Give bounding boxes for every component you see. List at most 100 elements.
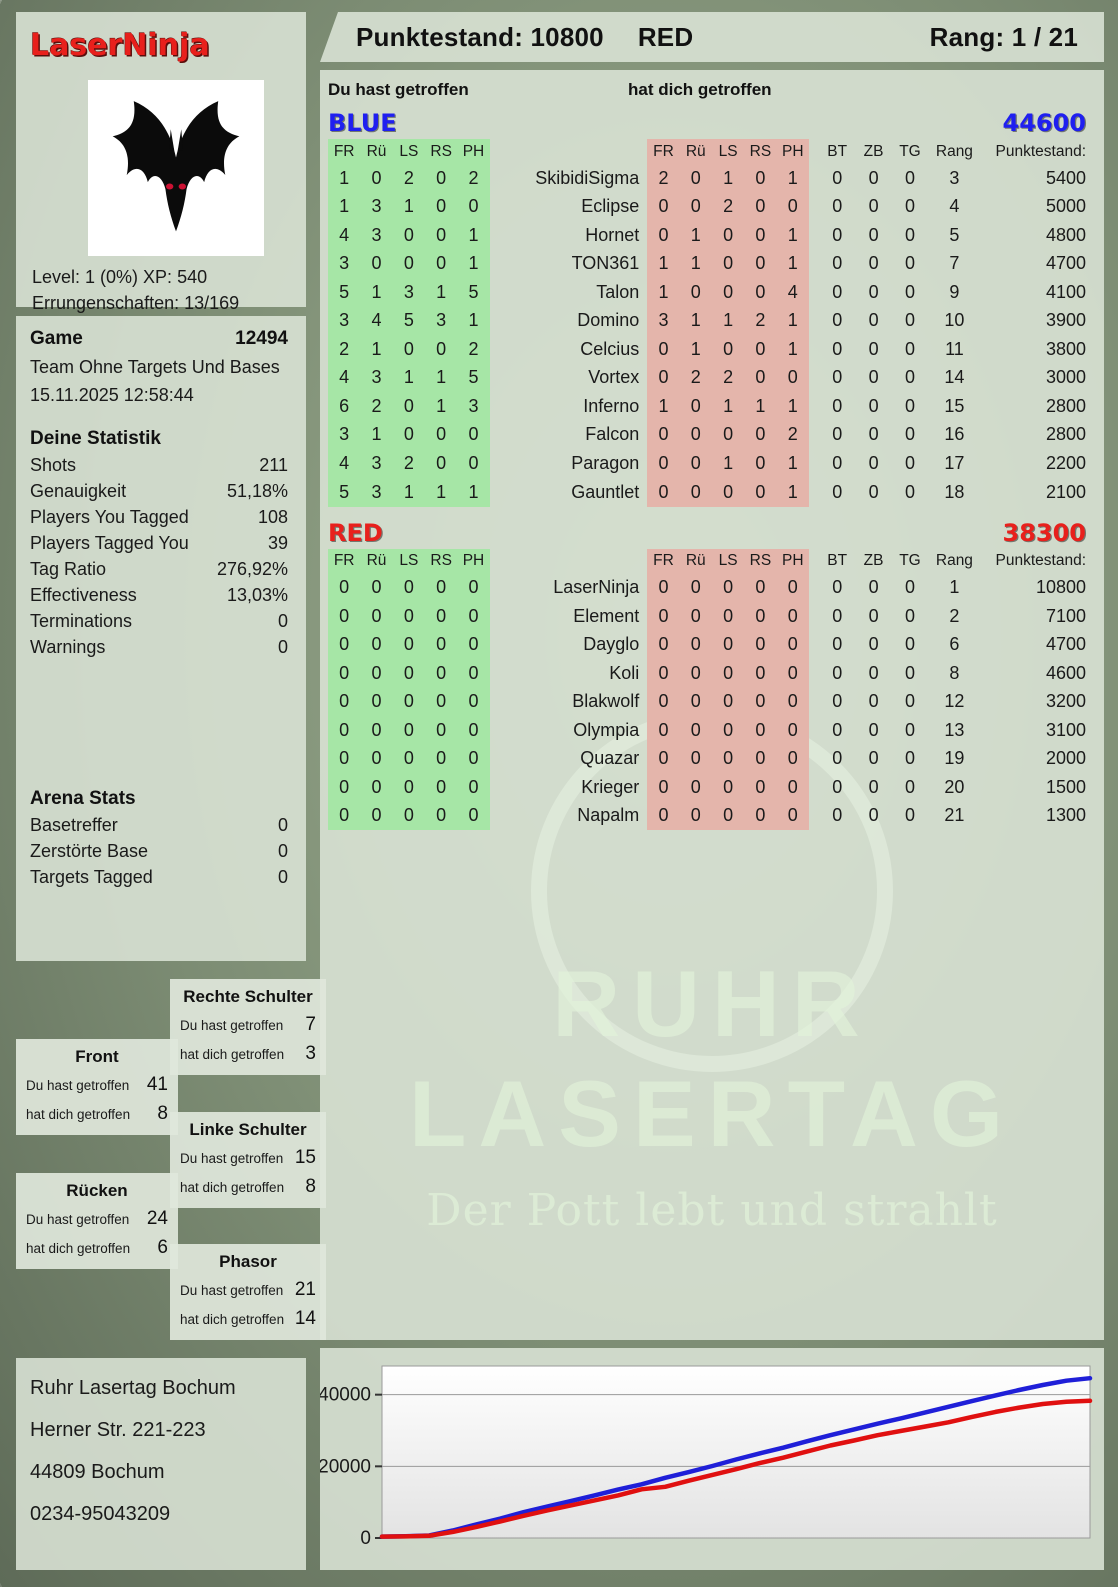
table-row[interactable]: 3 1 0 0 0 Falcon 0 0 0 0 2 0 0 0 16 2800 [328,420,1090,450]
cell-hit: 2 [392,164,425,193]
table-row[interactable]: 5 1 3 1 5 Talon 1 0 0 0 4 0 0 0 9 4100 [328,278,1090,307]
cell-hit: 0 [457,630,490,660]
col-header-hit-FR: FR [328,548,361,574]
cell-extra: 0 [904,577,915,598]
cell-player-name[interactable]: SkibidiSigma [535,167,640,188]
cell-rank: 4 [949,196,960,217]
cell-gothit: 0 [647,687,680,717]
table-row[interactable]: 6 2 0 1 3 Inferno 1 0 1 1 1 0 0 0 15 2800 [328,392,1090,421]
col-spacer [809,139,819,164]
cell-gothit: 0 [647,602,680,631]
bodypart-title: Phasor [219,1252,277,1271]
table-row[interactable]: 0 0 0 0 0 Blakwolf 0 0 0 0 0 0 0 0 12 3200 [328,687,1090,717]
cell-spacer [809,449,819,478]
col-header-name [490,139,648,164]
cell-hit: 0 [392,630,425,660]
table-row[interactable]: 0 0 0 0 0 Koli 0 0 0 0 0 0 0 0 8 4600 [328,659,1090,688]
cell-extra: 0 [868,776,879,797]
cell-gothit: 0 [679,164,712,193]
table-row[interactable]: 0 0 0 0 0 Dayglo 0 0 0 0 0 0 0 0 6 4700 [328,630,1090,660]
cell-hit: 1 [457,478,490,507]
col-header-hit-Rü: Rü [360,139,393,164]
cell-gothit: 0 [679,773,712,802]
stat-value: 39 [267,533,288,553]
table-row[interactable]: 0 0 0 0 0 Krieger 0 0 0 0 0 0 0 0 20 1500 [328,773,1090,802]
your-stat-row: Genauigkeit 51,18% [30,481,288,502]
table-row[interactable]: 0 0 0 0 0 Quazar 0 0 0 0 0 0 0 0 19 2000 [328,744,1090,774]
cell-player-name[interactable]: Falcon [585,424,640,445]
cell-extra: 0 [904,167,915,188]
cell-gothit: 0 [679,687,712,717]
col-header-ZB: ZB [863,142,884,160]
cell-player-name[interactable]: Vortex [588,367,640,388]
cell-player-name[interactable]: Paragon [571,452,640,473]
cell-rank: 13 [944,719,965,740]
table-row[interactable]: 4 3 0 0 1 Hornet 0 1 0 0 1 0 0 0 5 4800 [328,221,1090,250]
cell-player-name[interactable]: Talon [596,281,640,302]
cell-gothit: 0 [744,335,777,364]
watermark-tagline: Der Pott lebt und strahlt [426,1185,998,1236]
cell-gothit: 0 [679,392,712,421]
cell-points: 4700 [1045,253,1086,274]
col-header-hit-PH: PH [457,548,490,574]
table-row[interactable]: 4 3 1 1 5 Vortex 0 2 2 0 0 0 0 0 14 3000 [328,363,1090,393]
table-row[interactable]: 5 3 1 1 1 Gauntlet 0 0 0 0 1 0 0 0 18 2100 [328,478,1090,507]
table-row[interactable]: 0 0 0 0 0 LaserNinja 0 0 0 0 0 0 0 0 1 10800 [328,573,1090,603]
chart-line-red [379,1398,1093,1539]
cell-gothit: 0 [776,602,809,631]
cell-player-name[interactable]: Krieger [581,776,640,797]
col-header-points: Punktestand: [995,142,1086,160]
player-level: Level: 1 (0%) XP: 540 [32,267,208,287]
col-header-ZB: ZB [863,552,884,570]
cell-player-name[interactable]: Inferno [583,395,640,416]
cell-player-name[interactable]: Quazar [580,748,640,769]
cell-extra: 0 [868,605,879,626]
cell-gothit: 1 [711,164,745,193]
table-row[interactable]: 0 0 0 0 0 Element 0 0 0 0 0 0 0 0 2 7100 [328,602,1090,631]
cell-hit: 1 [392,363,425,393]
hit-label: Du hast getroffen [180,1151,284,1166]
cell-player-name[interactable]: Blakwolf [572,691,640,712]
cell-gothit: 0 [647,801,680,831]
table-row[interactable]: 2 1 0 0 2 Celcius 0 1 0 0 1 0 0 0 11 3800 [328,335,1090,364]
cell-player-name[interactable]: Celcius [580,338,640,359]
col-header-points: Punktestand: [995,552,1086,570]
table-row[interactable]: 0 0 0 0 0 Olympia 0 0 0 0 0 0 0 0 13 3100 [328,716,1090,745]
cell-player-name[interactable]: Napalm [577,805,640,826]
cell-player-name[interactable]: Hornet [585,224,640,245]
cell-player-name[interactable]: Domino [577,310,640,331]
cell-player-name[interactable]: Element [573,605,640,626]
cell-player-name[interactable]: Koli [609,662,640,683]
chart-ytick-label: 40000 [320,1385,371,1406]
team-header: BLUE 44600 [328,109,1090,137]
cell-hit: 0 [360,716,393,745]
cell-player-name[interactable]: Gauntlet [571,481,640,502]
cell-hit: 0 [392,602,425,631]
cell-gothit: 1 [776,221,809,250]
table-row[interactable]: 1 3 1 0 0 Eclipse 0 0 2 0 0 0 0 0 4 5000 [328,192,1090,222]
table-row[interactable]: 1 0 2 0 2 SkibidiSigma 2 0 1 0 1 0 0 0 3 5400 [328,164,1090,193]
stat-value: 0 [277,867,288,887]
cell-hit: 3 [360,478,393,507]
cell-player-name[interactable]: Dayglo [583,634,640,655]
cell-hit: 1 [328,192,361,222]
table-row[interactable]: 3 4 5 3 1 Domino 3 1 1 2 1 0 0 0 10 3900 [328,306,1090,336]
cell-gothit: 0 [776,630,809,660]
table-row[interactable]: 3 0 0 0 1 TON361 1 1 0 0 1 0 0 0 7 4700 [328,249,1090,279]
table-row[interactable]: 0 0 0 0 0 Napalm 0 0 0 0 0 0 0 0 21 1300 [328,801,1090,831]
cell-rank: 8 [949,662,960,683]
table-row[interactable]: 4 3 2 0 0 Paragon 0 0 1 0 1 0 0 0 17 2200 [328,449,1090,479]
avatar[interactable] [88,80,264,256]
cell-gothit: 0 [711,278,745,307]
cell-hit: 0 [457,420,490,450]
cell-player-name[interactable]: TON361 [571,253,640,274]
cell-player-name[interactable]: Eclipse [581,196,640,217]
cell-extra: 0 [904,338,915,359]
cell-gothit: 0 [711,801,745,831]
cell-player-name[interactable]: LaserNinja [553,577,640,598]
col-header-hit-FR: FR [328,139,361,164]
teams-container: BLUE 44600 FR Rü LS RS PH FR Rü LS RS PH BT ZB TG Rang P… [328,109,1090,831]
cell-player-name[interactable]: Olympia [573,719,640,740]
cell-hit: 0 [360,659,393,688]
cell-gothit: 0 [744,573,777,603]
